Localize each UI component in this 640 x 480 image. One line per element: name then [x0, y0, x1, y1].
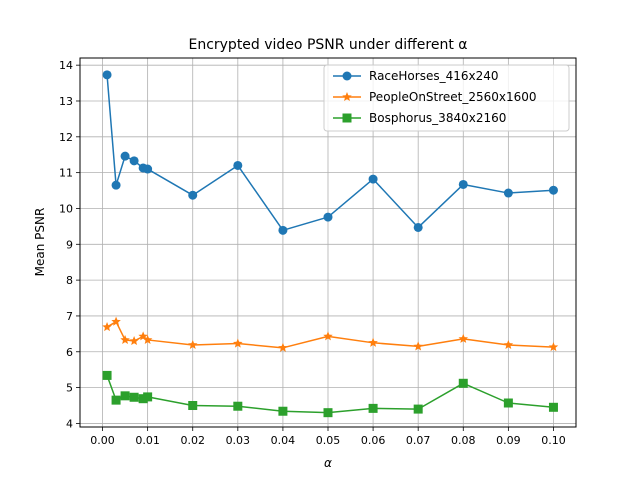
x-tick-label: 0.05 [316, 434, 341, 447]
y-tick-label: 8 [66, 274, 73, 287]
data-point [129, 156, 139, 166]
legend-box [323, 64, 570, 132]
data-point [111, 316, 121, 326]
x-tick-label: 0.02 [180, 434, 205, 447]
data-point [458, 333, 469, 343]
x-tick-label: 0.00 [90, 434, 115, 447]
data-point [342, 71, 352, 81]
data-point [368, 174, 378, 184]
data-point [120, 334, 130, 344]
legend-entry-bosphorus: Bosphorus_3840x2160 [333, 111, 506, 125]
legend: RaceHorses_416x240 PeopleOnStreet_2560x1… [323, 64, 570, 132]
data-point [142, 334, 153, 344]
data-point [120, 391, 130, 401]
data-point [413, 341, 423, 351]
x-tick-label: 0.01 [135, 434, 160, 447]
data-point [278, 406, 288, 416]
legend-marker-circle-icon [342, 71, 352, 81]
data-point [278, 342, 288, 352]
data-point [413, 222, 423, 232]
plot-series [102, 70, 559, 418]
x-tick-label: 0.03 [226, 434, 251, 447]
x-tick-label: 0.06 [361, 434, 386, 447]
data-point [323, 408, 333, 418]
data-point [503, 188, 513, 198]
y-tick-label: 10 [59, 202, 73, 215]
data-point [413, 404, 423, 414]
data-point [548, 185, 558, 195]
data-point [548, 402, 558, 412]
legend-label: PeopleOnStreet_2560x1600 [369, 90, 537, 104]
data-point [548, 342, 559, 352]
data-point [102, 370, 112, 380]
x-tick-label: 0.10 [541, 434, 566, 447]
data-point [503, 398, 513, 408]
data-point [458, 378, 468, 388]
data-point [368, 403, 378, 413]
chart-title: Encrypted video PSNR under different α [188, 37, 467, 53]
legend-label: RaceHorses_416x240 [369, 69, 499, 83]
data-point [138, 394, 148, 404]
data-point [120, 151, 130, 161]
data-point [102, 70, 112, 80]
legend-label: Bosphorus_3840x2160 [369, 111, 506, 125]
y-axis-label: Mean PSNR [33, 208, 47, 277]
y-tick-label: 12 [59, 131, 73, 144]
data-point [233, 160, 243, 170]
y-tick-label: 7 [66, 310, 73, 323]
data-point [111, 395, 121, 405]
data-point [111, 180, 121, 190]
y-tick-label: 11 [59, 167, 73, 180]
data-point [129, 392, 139, 402]
x-tick-label: 0.09 [496, 434, 521, 447]
series-racehorses [102, 70, 558, 235]
y-tick-label: 13 [59, 95, 73, 108]
y-tick-label: 9 [66, 238, 73, 251]
legend-entry-peopleonstreet: PeopleOnStreet_2560x1600 [333, 90, 537, 104]
y-tick-label: 6 [66, 346, 73, 359]
x-axis-label: α [324, 456, 332, 470]
x-tick-label: 0.08 [451, 434, 476, 447]
data-point [143, 392, 153, 402]
y-axis-ticks: 4 5 6 7 8 9 10 11 12 13 14 [59, 59, 80, 430]
data-point [188, 190, 198, 200]
data-point [323, 212, 333, 222]
y-tick-label: 5 [66, 382, 73, 395]
data-point [233, 401, 243, 411]
data-point [503, 339, 514, 350]
data-point [323, 331, 333, 341]
data-point [187, 339, 198, 350]
data-point [143, 164, 153, 174]
data-point [342, 92, 352, 102]
data-point [278, 225, 288, 235]
y-tick-label: 4 [66, 417, 73, 430]
data-point [368, 337, 378, 347]
x-axis-ticks: 0.00 0.01 0.02 0.03 0.04 0.05 0.06 0.07 0.08 0.09… [90, 427, 566, 447]
legend-marker-star-icon [342, 92, 352, 102]
data-point [129, 336, 139, 346]
data-point [188, 401, 198, 411]
series-peopleonstreet [102, 316, 559, 352]
y-tick-label: 14 [59, 59, 73, 72]
data-point [342, 113, 352, 123]
data-point [233, 338, 243, 348]
legend-entry-racehorses: RaceHorses_416x240 [333, 69, 499, 83]
x-tick-label: 0.07 [406, 434, 431, 447]
data-point [102, 322, 112, 332]
series-bosphorus [102, 370, 558, 418]
x-tick-label: 0.04 [271, 434, 296, 447]
data-point [138, 331, 148, 341]
legend-marker-square-icon [342, 113, 352, 123]
data-point [458, 179, 468, 189]
